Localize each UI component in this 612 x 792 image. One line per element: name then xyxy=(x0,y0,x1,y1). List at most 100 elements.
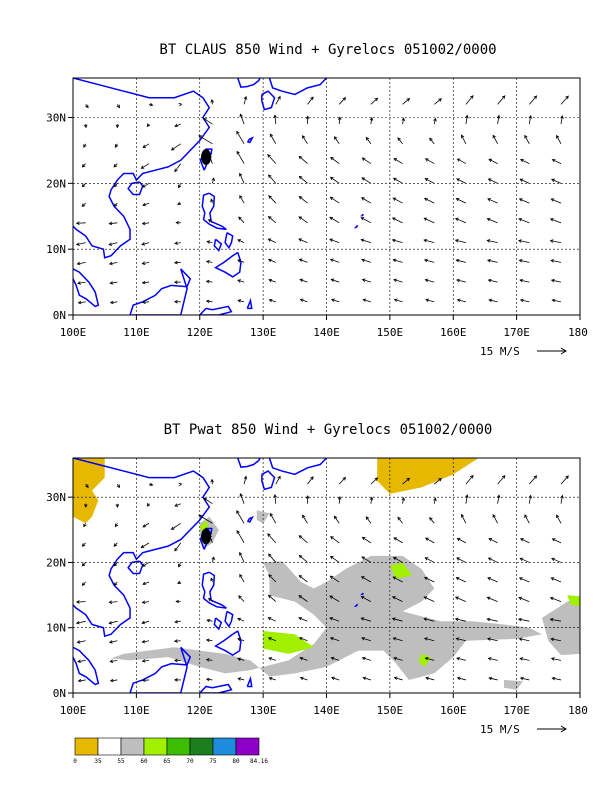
wind-arrowhead xyxy=(302,514,306,519)
wind-arrowhead xyxy=(269,133,274,138)
wind-vector xyxy=(298,617,308,622)
wind-arrowhead xyxy=(465,494,469,498)
wind-arrowhead xyxy=(239,172,243,177)
colorbar-swatch xyxy=(143,737,168,756)
wind-arrowhead xyxy=(360,238,365,243)
wind-arrowhead xyxy=(115,504,120,508)
wind-arrowhead xyxy=(424,656,429,661)
wind-vector xyxy=(236,151,245,164)
wind-vector xyxy=(142,601,150,603)
wind-vector xyxy=(361,259,371,263)
wind-vector xyxy=(363,677,371,681)
wind-arrowhead xyxy=(496,114,501,119)
wind-vector xyxy=(424,637,435,642)
wind-vector xyxy=(361,197,372,204)
panel-2-title: BT Pwat 850 Wind + Gyrelocs 051002/0000 xyxy=(164,422,493,438)
coastline-segment xyxy=(261,90,276,111)
wind-vector xyxy=(487,597,498,602)
wind-vector xyxy=(275,96,281,105)
wind-arrowhead xyxy=(210,98,214,103)
wind-arrowhead xyxy=(238,595,242,599)
wind-arrowhead xyxy=(239,551,243,556)
wind-vector xyxy=(456,557,467,563)
x-tick-label: 100E xyxy=(60,704,87,717)
wind-arrowhead xyxy=(174,168,178,173)
wind-arrowhead xyxy=(455,217,459,222)
wind-arrowhead xyxy=(486,239,491,243)
coastline-segment xyxy=(214,251,242,278)
wind-arrowhead xyxy=(174,300,178,304)
vector-scale-label-1: 15 M/S xyxy=(480,345,520,358)
wind-vector xyxy=(393,537,403,544)
wind-vector xyxy=(329,595,340,602)
wind-arrowhead xyxy=(236,510,240,514)
wind-arrowhead xyxy=(560,494,564,499)
wind-arrowhead xyxy=(361,637,365,641)
wind-vector xyxy=(171,522,181,530)
x-tick-label: 160E xyxy=(440,326,467,339)
wind-vector xyxy=(393,557,403,563)
wind-vector xyxy=(237,259,245,263)
coastline-segment xyxy=(224,232,234,250)
coastline-segment xyxy=(246,515,255,523)
wind-arrowhead xyxy=(77,281,81,285)
wind-arrowhead xyxy=(518,617,522,622)
wind-arrowhead xyxy=(81,582,86,586)
wind-vector xyxy=(524,135,530,145)
wind-arrowhead xyxy=(550,198,555,202)
wind-arrowhead xyxy=(81,203,86,207)
coastline-segment xyxy=(127,560,144,575)
colorbar-swatch xyxy=(212,737,237,756)
coastline-2 xyxy=(73,458,364,693)
wind-arrowhead xyxy=(329,238,333,242)
wind-arrowhead xyxy=(369,496,374,501)
wind-arrowhead xyxy=(487,198,491,202)
wind-arrowhead xyxy=(141,600,146,604)
wind-arrowhead xyxy=(113,163,118,168)
wind-arrowhead xyxy=(492,134,496,139)
wind-arrowhead xyxy=(556,514,560,519)
wind-vector xyxy=(365,137,372,145)
wind-arrowhead xyxy=(113,543,118,547)
wind-arrowhead xyxy=(140,544,145,549)
wind-arrowhead xyxy=(333,136,338,140)
wind-arrowhead xyxy=(362,676,367,681)
wind-arrowhead xyxy=(267,216,272,220)
wind-vector xyxy=(402,98,410,105)
wind-arrowhead xyxy=(551,557,555,562)
wind-vector xyxy=(361,177,372,184)
wind-vector xyxy=(425,178,435,184)
wind-arrowhead xyxy=(550,637,555,642)
wind-vector xyxy=(394,299,403,303)
wind-arrowhead xyxy=(550,577,555,581)
wind-vector xyxy=(455,239,467,243)
wind-vector xyxy=(361,217,372,224)
wind-vector xyxy=(425,279,435,283)
wind-arrowhead xyxy=(205,677,210,682)
wind-vector xyxy=(110,679,118,682)
wind-arrowhead xyxy=(528,114,533,119)
wind-vector xyxy=(433,498,436,504)
wind-vector xyxy=(551,577,562,583)
wind-vector xyxy=(338,117,341,125)
wind-vector xyxy=(269,299,276,303)
wind-vector xyxy=(330,536,340,544)
wind-vector xyxy=(488,657,498,661)
wind-arrowhead xyxy=(198,135,202,139)
wind-vector xyxy=(142,659,150,662)
wind-arrowhead xyxy=(243,95,248,100)
wind-vector xyxy=(393,177,403,184)
wind-arrowhead xyxy=(361,177,366,181)
wind-vector xyxy=(392,576,403,583)
wind-vector xyxy=(518,240,530,243)
wind-arrowhead xyxy=(210,577,214,582)
wind-vector xyxy=(361,239,371,243)
wind-vector xyxy=(299,657,308,661)
colorbar-label: 55 xyxy=(117,758,125,765)
pwat-region xyxy=(541,595,580,656)
x-tick-label: 120E xyxy=(187,326,214,339)
wind-vector xyxy=(268,174,277,184)
wind-vector xyxy=(298,535,308,544)
wind-arrowhead xyxy=(83,504,88,508)
wind-vector xyxy=(402,477,410,485)
